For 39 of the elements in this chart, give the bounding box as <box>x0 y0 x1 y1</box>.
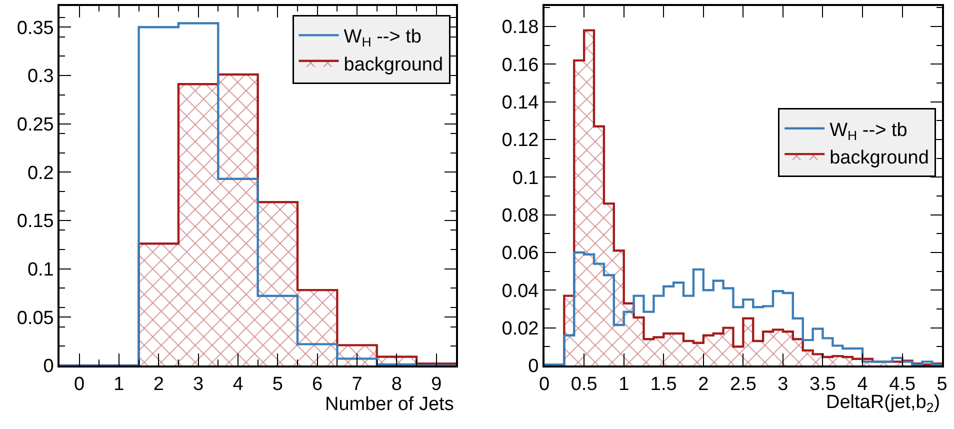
x-tick-label: 3 <box>193 374 204 396</box>
x-tick-label: 2 <box>698 374 709 396</box>
x-tick-label: 6 <box>312 374 323 396</box>
x-tick-label: 0.5 <box>570 374 598 396</box>
x-tick-label: 8 <box>391 374 402 396</box>
x-tick-label: 5 <box>272 374 283 396</box>
y-tick-label: 0.1 <box>27 259 54 280</box>
x-tick-label: 4 <box>232 374 244 396</box>
y-tick-label: 0 <box>43 356 54 378</box>
y-tick-label: 0.15 <box>16 211 54 232</box>
x-tick-label: 9 <box>431 374 442 396</box>
x-axis-title: Number of Jets <box>325 394 454 415</box>
legend-label: background <box>830 147 929 168</box>
x-tick-label: 1 <box>618 374 630 396</box>
y-tick-label: 0.16 <box>502 54 539 76</box>
y-tick-label: 0.06 <box>502 243 539 264</box>
x-tick-label: 1.5 <box>650 374 677 396</box>
y-tick-label: 0.35 <box>16 18 54 39</box>
y-tick-label: 0.3 <box>27 66 54 88</box>
x-tick-label: 1 <box>114 374 124 396</box>
y-tick-label: 0.2 <box>27 162 54 184</box>
x-tick-label: 3 <box>778 374 788 396</box>
y-tick-label: 0 <box>528 356 539 378</box>
y-tick-label: 0.14 <box>502 92 540 114</box>
y-tick-label: 0.12 <box>502 130 539 152</box>
y-tick-label: 0.1 <box>512 168 539 189</box>
x-tick-label: 7 <box>352 374 362 396</box>
legend-label: background <box>344 54 444 76</box>
y-tick-label: 0.18 <box>502 17 539 38</box>
y-tick-label: 0.04 <box>502 280 540 302</box>
x-tick-label: 2.5 <box>730 374 756 396</box>
legend-label: W$_{H}$ --> tb <box>344 26 422 50</box>
x-tick-label: 2 <box>153 374 164 396</box>
y-tick-label: 0.05 <box>16 308 54 329</box>
legend-label: W$_{H}$ --> tb <box>830 120 908 143</box>
y-tick-label: 0.25 <box>16 114 54 136</box>
x-tick-label: 0 <box>74 374 85 396</box>
y-tick-label: 0.02 <box>502 318 539 340</box>
y-tick-label: 0.08 <box>502 205 539 226</box>
